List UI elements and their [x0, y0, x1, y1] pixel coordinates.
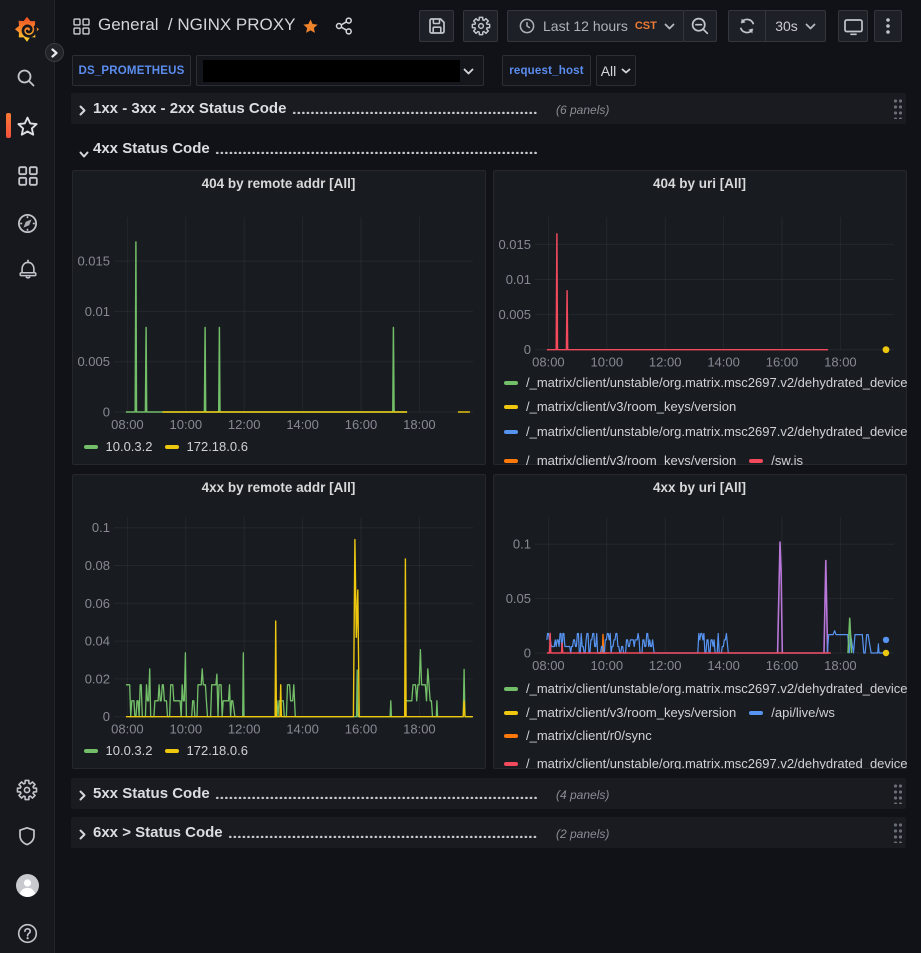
svg-text:0.1: 0.1 — [91, 520, 109, 535]
svg-text:0.05: 0.05 — [505, 591, 530, 606]
svg-text:0: 0 — [523, 645, 530, 660]
svg-text:18:00: 18:00 — [403, 721, 436, 736]
svg-text:08:00: 08:00 — [532, 658, 565, 673]
svg-text:18:00: 18:00 — [824, 355, 857, 370]
svg-text:0.01: 0.01 — [505, 272, 530, 287]
svg-text:10:00: 10:00 — [590, 355, 623, 370]
svg-text:0: 0 — [523, 342, 530, 357]
svg-text:08:00: 08:00 — [532, 355, 565, 370]
svg-text:18:00: 18:00 — [824, 658, 857, 673]
svg-text:12:00: 12:00 — [227, 721, 260, 736]
svg-text:0.1: 0.1 — [512, 536, 530, 551]
svg-text:08:00: 08:00 — [111, 721, 144, 736]
svg-text:14:00: 14:00 — [707, 658, 740, 673]
svg-text:0: 0 — [102, 709, 109, 724]
svg-text:12:00: 12:00 — [648, 658, 681, 673]
svg-text:10:00: 10:00 — [169, 417, 202, 432]
svg-text:10:00: 10:00 — [590, 658, 623, 673]
svg-text:14:00: 14:00 — [286, 417, 319, 432]
svg-text:0.02: 0.02 — [84, 671, 109, 686]
svg-text:0.015: 0.015 — [77, 254, 110, 269]
svg-text:0.06: 0.06 — [84, 595, 109, 610]
svg-text:0.005: 0.005 — [77, 354, 110, 369]
svg-text:16:00: 16:00 — [765, 658, 798, 673]
svg-text:0.005: 0.005 — [498, 307, 531, 322]
svg-text:0.015: 0.015 — [498, 237, 531, 252]
svg-text:16:00: 16:00 — [344, 417, 377, 432]
svg-text:16:00: 16:00 — [344, 721, 377, 736]
svg-text:10:00: 10:00 — [169, 721, 202, 736]
svg-text:14:00: 14:00 — [286, 721, 319, 736]
svg-text:12:00: 12:00 — [648, 355, 681, 370]
svg-text:0.01: 0.01 — [84, 304, 109, 319]
svg-text:16:00: 16:00 — [765, 355, 798, 370]
svg-text:12:00: 12:00 — [227, 417, 260, 432]
svg-text:0: 0 — [102, 405, 109, 420]
svg-text:18:00: 18:00 — [403, 417, 436, 432]
svg-text:0.08: 0.08 — [84, 558, 109, 573]
svg-text:14:00: 14:00 — [707, 355, 740, 370]
svg-text:0.04: 0.04 — [84, 633, 109, 648]
svg-text:08:00: 08:00 — [111, 417, 144, 432]
